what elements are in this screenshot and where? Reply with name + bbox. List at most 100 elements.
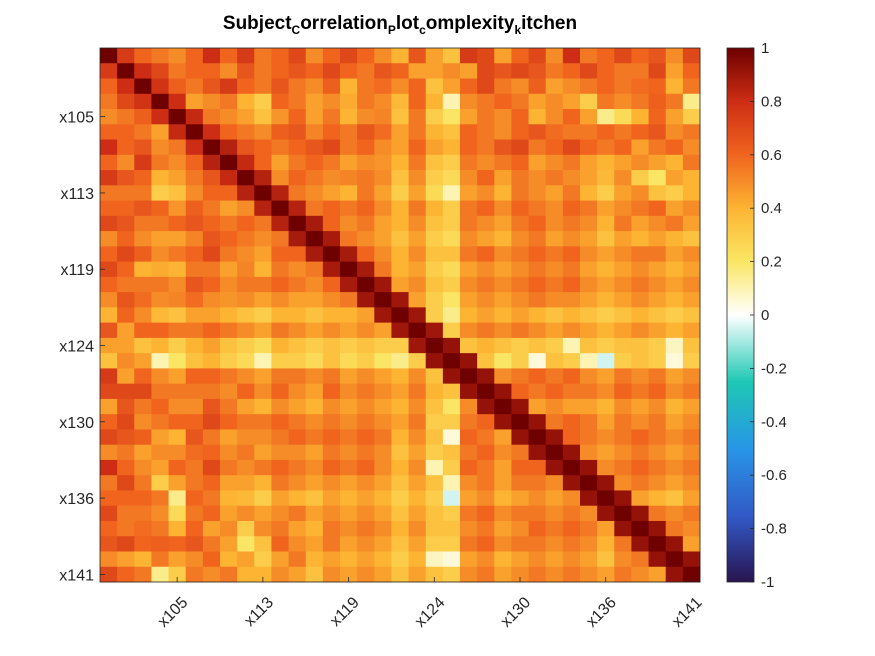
- heatmap-cell: [665, 459, 684, 476]
- heatmap-cell: [477, 276, 495, 293]
- heatmap-cell: [202, 490, 221, 507]
- heatmap-cell: [271, 429, 289, 446]
- heatmap-cell: [614, 505, 632, 522]
- heatmap-cell: [580, 139, 598, 156]
- colorbar-tick-label: 0.4: [761, 200, 782, 217]
- heatmap-cell: [288, 185, 307, 201]
- heatmap-cell: [340, 109, 358, 125]
- heatmap-cell: [134, 139, 152, 156]
- heatmap-cell: [322, 109, 341, 125]
- heatmap-cell: [631, 429, 649, 446]
- heatmap-cell: [100, 78, 118, 95]
- heatmap-cell: [477, 124, 495, 140]
- heatmap-cell: [322, 124, 341, 140]
- heatmap-cell: [631, 292, 649, 308]
- heatmap-cell: [254, 170, 272, 186]
- heatmap-cell: [562, 368, 581, 385]
- heatmap-cell: [357, 337, 375, 354]
- heatmap-cell: [408, 383, 427, 400]
- heatmap-cell: [202, 429, 221, 446]
- heatmap-cell: [682, 63, 701, 79]
- heatmap-cell: [511, 93, 529, 110]
- heatmap-cell: [580, 444, 598, 461]
- heatmap-cell: [340, 353, 358, 369]
- heatmap-cell: [357, 200, 375, 217]
- heatmap-cell: [665, 536, 684, 552]
- heatmap-cell: [340, 246, 358, 262]
- heatmap-cell: [117, 353, 135, 369]
- heatmap-cell: [271, 353, 289, 369]
- heatmap-cell: [271, 48, 289, 64]
- heatmap-cell: [254, 398, 272, 415]
- heatmap-cell: [134, 154, 152, 171]
- heatmap-cell: [562, 398, 581, 415]
- heatmap-cell: [648, 124, 667, 140]
- heatmap-cell: [340, 475, 358, 491]
- heatmap-cell: [528, 292, 547, 308]
- heatmap-cell: [408, 520, 427, 537]
- heatmap-cell: [305, 276, 324, 293]
- heatmap-cell: [614, 536, 632, 552]
- heatmap-cell: [305, 170, 324, 186]
- heatmap-cell: [425, 139, 444, 156]
- heatmap-cell: [528, 231, 547, 247]
- heatmap-cell: [357, 231, 375, 247]
- heatmap-cell: [597, 368, 615, 385]
- heatmap-cell: [528, 246, 547, 262]
- heatmap-cell: [494, 475, 512, 491]
- heatmap-cell: [477, 505, 495, 522]
- heatmap-cell: [340, 78, 358, 95]
- heatmap-cell: [305, 93, 324, 110]
- heatmap-cell: [477, 368, 495, 385]
- heatmap-cell: [528, 48, 547, 64]
- heatmap-cell: [151, 246, 169, 262]
- heatmap-cell: [665, 566, 684, 583]
- heatmap-cell: [322, 353, 341, 369]
- heatmap-cell: [168, 398, 187, 415]
- heatmap-cell: [288, 124, 307, 140]
- heatmap-cell: [202, 185, 221, 201]
- heatmap-cell: [305, 63, 324, 79]
- heatmap-cell: [391, 353, 409, 369]
- heatmap-cell: [408, 505, 427, 522]
- heatmap-cell: [442, 292, 461, 308]
- heatmap-cell: [682, 139, 701, 156]
- heatmap-cell: [597, 353, 615, 369]
- heatmap-cell: [562, 139, 581, 156]
- heatmap-cell: [134, 109, 152, 125]
- heatmap-cell: [460, 475, 478, 491]
- heatmap-cell: [237, 368, 255, 385]
- heatmap-cell: [185, 124, 204, 140]
- heatmap-cell: [185, 276, 204, 293]
- heatmap-cell: [460, 292, 478, 308]
- heatmap-cell: [442, 536, 461, 552]
- heatmap-cell: [528, 170, 547, 186]
- x-tick-label: x136: [583, 594, 620, 631]
- heatmap-cell: [322, 231, 341, 247]
- heatmap-cell: [374, 475, 392, 491]
- heatmap-cell: [614, 261, 632, 278]
- heatmap-cell: [665, 368, 684, 385]
- heatmap-cell: [477, 536, 495, 552]
- heatmap-cell: [682, 276, 701, 293]
- heatmap-cell: [648, 276, 667, 293]
- heatmap-cell: [202, 292, 221, 308]
- heatmap-cell: [391, 139, 409, 156]
- heatmap-cell: [374, 551, 392, 568]
- heatmap-cell: [305, 505, 324, 522]
- heatmap-cell: [477, 551, 495, 568]
- heatmap-cell: [477, 490, 495, 507]
- heatmap-cell: [134, 505, 152, 522]
- heatmap-cell: [100, 429, 118, 446]
- heatmap-cell: [580, 368, 598, 385]
- heatmap-cell: [391, 337, 409, 354]
- heatmap-cell: [220, 261, 238, 278]
- heatmap-cell: [494, 185, 512, 201]
- heatmap-cell: [597, 566, 615, 583]
- heatmap-cell: [134, 261, 152, 278]
- heatmap-cell: [511, 551, 529, 568]
- heatmap-cell: [288, 566, 307, 583]
- heatmap-cell: [614, 154, 632, 171]
- heatmap-cell: [442, 78, 461, 95]
- heatmap-cell: [614, 246, 632, 262]
